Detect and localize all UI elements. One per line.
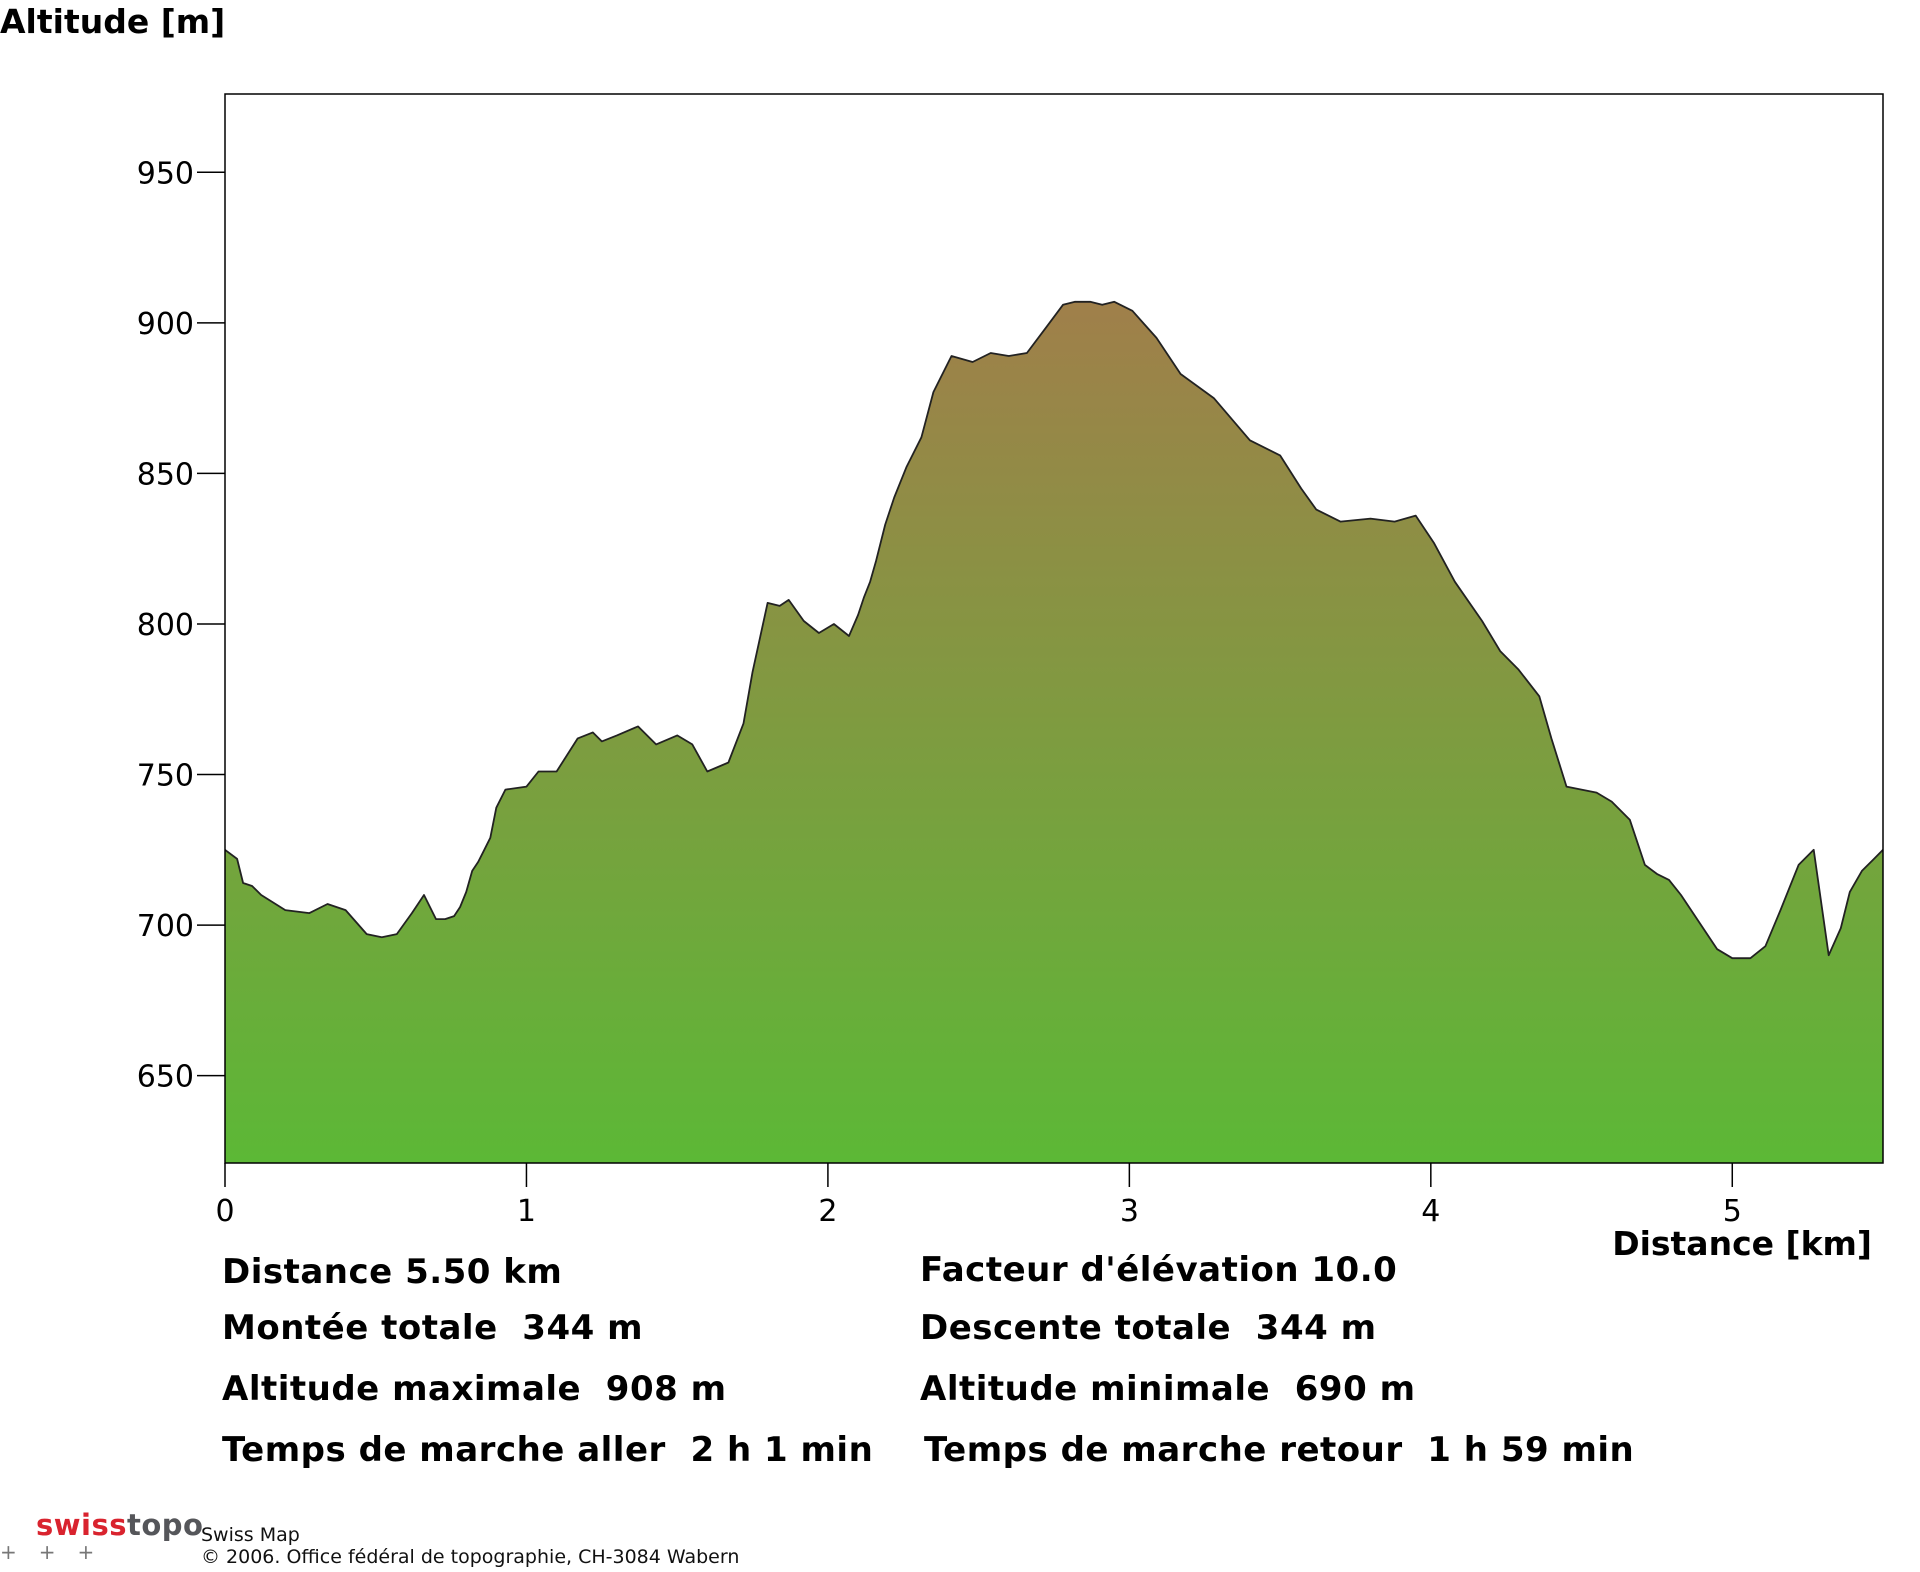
stat-min-altitude: Altitude minimale 690 m — [920, 1369, 1416, 1409]
x-tick-label: 4 — [1421, 1194, 1440, 1229]
y-tick-label: 850 — [137, 457, 194, 492]
plot-frame — [224, 93, 1884, 1164]
y-tick-label: 900 — [137, 307, 194, 342]
stat-total-descent: Descente totale 344 m — [920, 1308, 1377, 1348]
logo-crosses-icon: +++ — [0, 1540, 117, 1564]
footer-copyright: © 2006. Office fédéral de topographie, C… — [201, 1546, 740, 1568]
x-axis-title: Distance [km] — [1612, 1224, 1872, 1263]
elevation-area — [225, 301, 1883, 1163]
y-tick-label: 750 — [137, 759, 194, 794]
y-tick-label: 950 — [137, 156, 194, 191]
swisstopo-logo: swisstopo — [36, 1508, 203, 1542]
x-tick-label: 1 — [517, 1194, 536, 1229]
y-axis-title: Altitude [m] — [0, 2, 226, 41]
stat-walk-time-out: Temps de marche aller 2 h 1 min — [222, 1430, 874, 1470]
stat-elevation-factor: Facteur d'élévation 10.0 — [920, 1250, 1398, 1290]
y-tick-label: 700 — [137, 909, 194, 944]
y-tick-label: 800 — [137, 608, 194, 643]
x-tick-label: 3 — [1120, 1194, 1139, 1229]
stat-distance: Distance 5.50 km — [222, 1252, 563, 1292]
logo-topo-text: topo — [127, 1508, 204, 1542]
x-tick-label: 5 — [1723, 1194, 1742, 1229]
stat-max-altitude: Altitude maximale 908 m — [222, 1369, 727, 1409]
stat-total-ascent: Montée totale 344 m — [222, 1308, 644, 1348]
footer-product: Swiss Map — [201, 1524, 300, 1546]
elevation-line — [224, 300, 1884, 960]
x-tick-label: 2 — [818, 1194, 837, 1229]
stat-walk-time-back: Temps de marche retour 1 h 59 min — [924, 1430, 1635, 1470]
logo-swiss-text: swiss — [36, 1508, 128, 1542]
y-tick-label: 650 — [137, 1060, 194, 1095]
x-tick-label: 0 — [215, 1194, 234, 1229]
